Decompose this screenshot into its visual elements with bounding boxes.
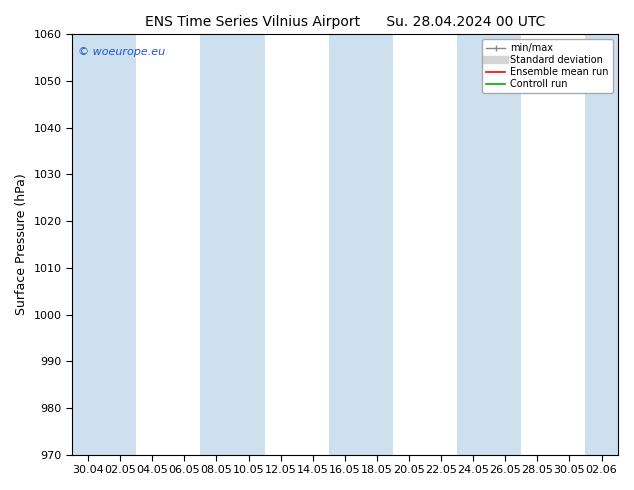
Bar: [585, 34, 634, 455]
Bar: [72, 34, 136, 455]
Y-axis label: Surface Pressure (hPa): Surface Pressure (hPa): [15, 173, 28, 316]
Bar: [200, 34, 264, 455]
Bar: [457, 34, 521, 455]
Title: ENS Time Series Vilnius Airport      Su. 28.04.2024 00 UTC: ENS Time Series Vilnius Airport Su. 28.0…: [145, 15, 545, 29]
Bar: [329, 34, 393, 455]
Text: © woeurope.eu: © woeurope.eu: [77, 47, 165, 57]
Legend: min/max, Standard deviation, Ensemble mean run, Controll run: min/max, Standard deviation, Ensemble me…: [482, 39, 612, 93]
